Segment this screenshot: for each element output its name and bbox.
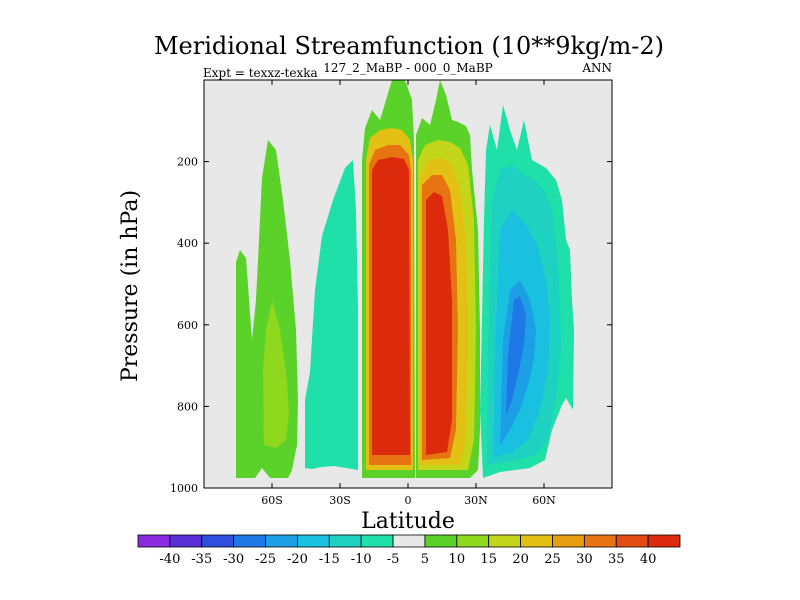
cell-hadley-north [416,80,480,478]
colorbar-label: 20 [512,552,529,567]
colorbar-label: 15 [480,552,497,567]
y-tick-label: 200 [177,156,198,169]
x-tick-label: 60N [532,494,556,507]
colorbar-label: -25 [255,552,276,567]
chart-subtitle-center: 127_2_MaBP - 000_0_MaBP [323,61,492,75]
y-tick-label: 1000 [170,482,198,495]
colorbar-label: 5 [421,552,429,567]
colorbar-swatch [265,534,298,548]
cell-midlat-south [305,160,358,470]
chart-title: Meridional Streamfunction (10**9kg/m-2) [154,32,664,60]
colorbar-swatch [488,534,521,548]
colorbar-swatch [583,534,617,548]
colorbar-swatch [647,534,681,548]
colorbar-swatch [615,534,649,548]
plot-area [203,79,613,489]
colorbar-swatch [137,534,171,548]
y-axis: 200 400 600 800 1000 [170,156,612,495]
colorbar-label: -10 [351,552,372,567]
y-tick-label: 600 [177,319,198,332]
colorbar-swatch [233,534,266,548]
x-tick-label: 30S [329,494,351,507]
colorbar-label: 40 [640,552,657,567]
colorbar-swatch [297,534,330,548]
colorbar-swatch [360,534,394,548]
colorbar-label: -20 [287,552,308,567]
x-tick-label: 30N [464,494,488,507]
colorbar-label: -5 [387,552,400,567]
colorbar: -40 -35 -30 -25 -20 -15 -10 -5 5 10 15 20 25 30 35 40 [137,534,681,567]
y-axis-label: Pressure (in hPa) [118,190,143,382]
x-axis: 60S 30S 0 30N 60N [261,80,556,507]
colorbar-swatch [424,534,458,548]
colorbar-swatch [520,534,553,548]
x-tick-label: 0 [405,494,412,507]
colorbar-swatch [392,534,426,548]
x-axis-label: Latitude [361,509,455,534]
cell-ferrel-north [480,105,574,478]
colorbar-label: -30 [223,552,244,567]
colorbar-label: -40 [159,552,180,567]
x-tick-label: 60S [261,494,283,507]
colorbar-swatch [201,534,235,548]
colorbar-label: 25 [544,552,561,567]
colorbar-swatch [552,534,585,548]
colorbar-swatch [169,534,203,548]
colorbar-label: 30 [576,552,593,567]
colorbar-label: -15 [319,552,340,567]
colorbar-swatch [328,534,362,548]
chart-subtitle-left: Expt = texxz-texka [203,66,318,80]
y-tick-label: 400 [177,237,198,250]
colorbar-label: 35 [608,552,625,567]
y-tick-label: 800 [177,400,198,413]
colorbar-label: 10 [449,552,466,567]
cell-hadley-south [362,80,415,478]
colorbar-swatch [456,534,490,548]
chart-subtitle-right: ANN [581,61,612,75]
colorbar-label: -35 [191,552,212,567]
cell-high-lat-south [236,140,298,478]
